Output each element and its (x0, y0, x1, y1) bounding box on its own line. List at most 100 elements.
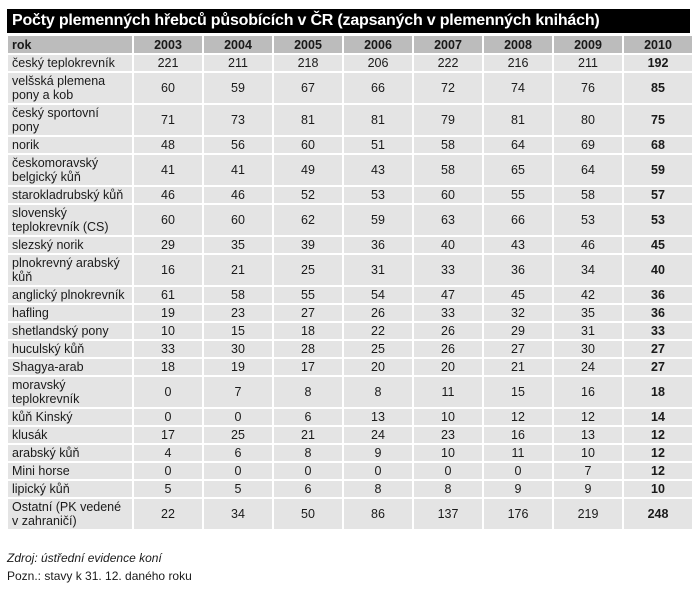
value-cell: 42 (554, 287, 622, 303)
value-cell: 40 (624, 255, 692, 285)
value-cell: 81 (484, 105, 552, 135)
value-cell: 45 (484, 287, 552, 303)
value-cell: 25 (344, 341, 412, 357)
value-cell: 59 (204, 73, 272, 103)
value-cell: 27 (624, 359, 692, 375)
table-row: anglický plnokrevník 61 58 55 54 47 45 42 36 (8, 287, 692, 303)
table-row: arabský kůň 4 6 8 9 10 11 10 12 (8, 445, 692, 461)
value-cell: 7 (554, 463, 622, 479)
value-cell: 86 (344, 499, 412, 529)
value-cell: 53 (554, 205, 622, 235)
value-cell: 14 (624, 409, 692, 425)
value-cell: 58 (554, 187, 622, 203)
breed-label: slovenský teplokrevník (CS) (8, 205, 132, 235)
value-cell: 20 (344, 359, 412, 375)
value-cell: 48 (134, 137, 202, 153)
value-cell: 27 (274, 305, 342, 321)
value-cell: 8 (274, 377, 342, 407)
value-cell: 10 (414, 445, 482, 461)
value-cell: 206 (344, 55, 412, 71)
value-cell: 24 (554, 359, 622, 375)
value-cell: 10 (624, 481, 692, 497)
table-row: slovenský teplokrevník (CS) 60 60 62 59 63 66 5… (8, 205, 692, 235)
value-cell: 60 (134, 205, 202, 235)
value-cell: 30 (554, 341, 622, 357)
value-cell: 41 (204, 155, 272, 185)
year-header: 2006 (344, 36, 412, 53)
value-cell: 26 (344, 305, 412, 321)
year-header: 2003 (134, 36, 202, 53)
value-cell: 28 (274, 341, 342, 357)
value-cell: 73 (204, 105, 272, 135)
breed-label: kůň Kinský (8, 409, 132, 425)
breed-label: lipický kůň (8, 481, 132, 497)
value-cell: 60 (134, 73, 202, 103)
value-cell: 25 (204, 427, 272, 443)
value-cell: 21 (274, 427, 342, 443)
value-cell: 176 (484, 499, 552, 529)
table-row: plnokrevný arabský kůň 16 21 25 31 33 36 34 40 (8, 255, 692, 285)
value-cell: 13 (344, 409, 412, 425)
value-cell: 8 (344, 481, 412, 497)
value-cell: 46 (204, 187, 272, 203)
table-row: moravský teplokrevník 0 7 8 8 11 15 16 18 (8, 377, 692, 407)
value-cell: 25 (274, 255, 342, 285)
value-cell: 36 (624, 287, 692, 303)
value-cell: 30 (204, 341, 272, 357)
value-cell: 32 (484, 305, 552, 321)
breed-label: český sportovní pony (8, 105, 132, 135)
value-cell: 7 (204, 377, 272, 407)
value-cell: 5 (134, 481, 202, 497)
header-row: rok 2003 2004 2005 2006 2007 2008 2009 2… (8, 36, 692, 53)
value-cell: 34 (554, 255, 622, 285)
value-cell: 61 (134, 287, 202, 303)
value-cell: 192 (624, 55, 692, 71)
value-cell: 60 (274, 137, 342, 153)
value-cell: 12 (624, 427, 692, 443)
value-cell: 18 (274, 323, 342, 339)
breed-label: plnokrevný arabský kůň (8, 255, 132, 285)
value-cell: 49 (274, 155, 342, 185)
table-row: českomoravský belgický kůň 41 41 49 43 58 65 64… (8, 155, 692, 185)
value-cell: 15 (204, 323, 272, 339)
year-header: 2007 (414, 36, 482, 53)
value-cell: 60 (204, 205, 272, 235)
value-cell: 0 (414, 463, 482, 479)
value-cell: 11 (414, 377, 482, 407)
value-cell: 75 (624, 105, 692, 135)
table-row: huculský kůň 33 30 28 25 26 27 30 27 (8, 341, 692, 357)
breed-label: velšská plemena pony a kob (8, 73, 132, 103)
breed-label: moravský teplokrevník (8, 377, 132, 407)
value-cell: 51 (344, 137, 412, 153)
breed-label: českomoravský belgický kůň (8, 155, 132, 185)
table-row: slezský norik 29 35 39 36 40 43 46 45 (8, 237, 692, 253)
table-row: velšská plemena pony a kob 60 59 67 66 72 74 76… (8, 73, 692, 103)
value-cell: 43 (344, 155, 412, 185)
value-cell: 76 (554, 73, 622, 103)
value-cell: 10 (554, 445, 622, 461)
breed-label: hafling (8, 305, 132, 321)
value-cell: 218 (274, 55, 342, 71)
value-cell: 24 (344, 427, 412, 443)
value-cell: 211 (554, 55, 622, 71)
value-cell: 65 (484, 155, 552, 185)
table-row: Shagya-arab 18 19 17 20 20 21 24 27 (8, 359, 692, 375)
value-cell: 12 (554, 409, 622, 425)
value-cell: 45 (624, 237, 692, 253)
value-cell: 27 (624, 341, 692, 357)
value-cell: 17 (134, 427, 202, 443)
year-header: 2005 (274, 36, 342, 53)
value-cell: 60 (414, 187, 482, 203)
value-cell: 20 (414, 359, 482, 375)
breed-label: český teplokrevník (8, 55, 132, 71)
value-cell: 6 (274, 481, 342, 497)
value-cell: 46 (134, 187, 202, 203)
value-cell: 0 (134, 463, 202, 479)
value-cell: 67 (274, 73, 342, 103)
breed-label: norik (8, 137, 132, 153)
value-cell: 17 (274, 359, 342, 375)
value-cell: 0 (134, 377, 202, 407)
value-cell: 57 (624, 187, 692, 203)
value-cell: 21 (204, 255, 272, 285)
value-cell: 9 (554, 481, 622, 497)
